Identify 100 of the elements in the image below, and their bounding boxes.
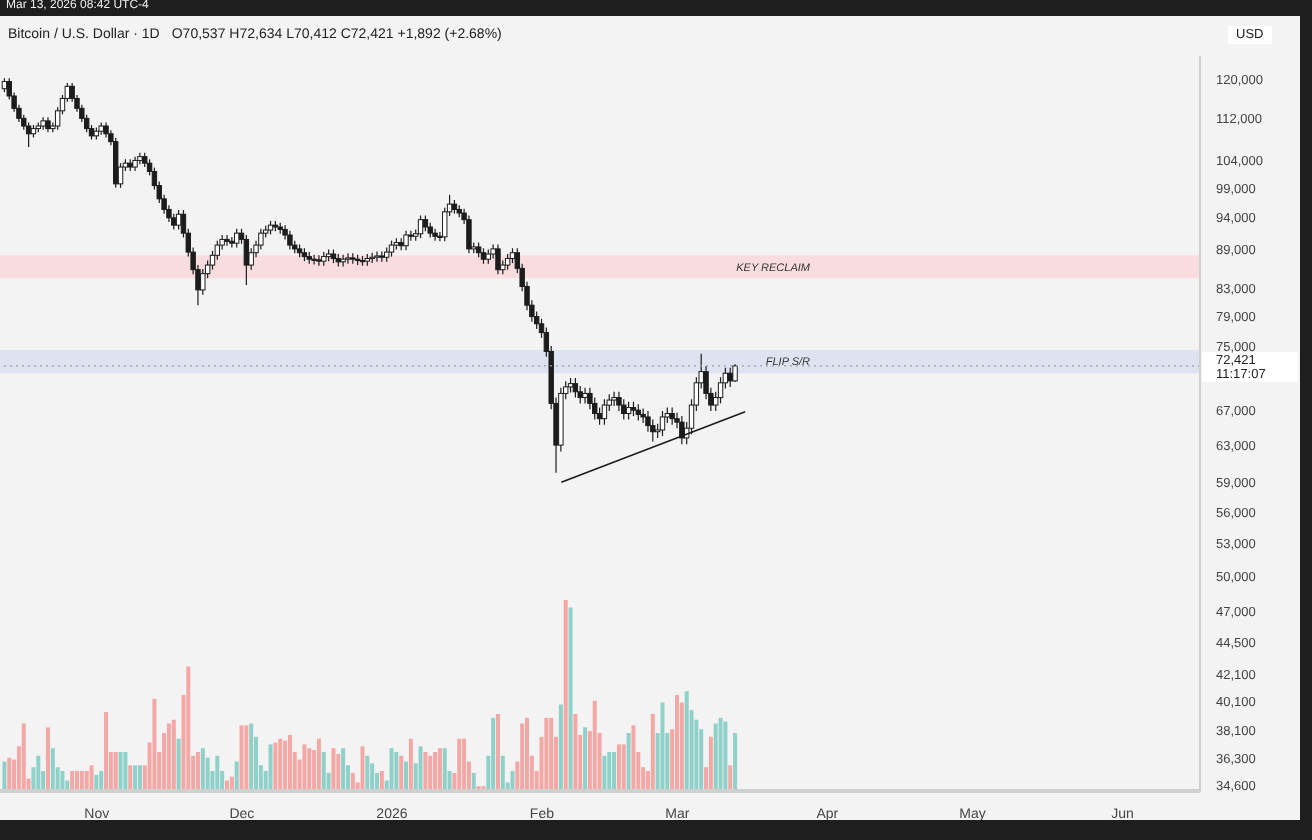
bar: [462, 738, 467, 790]
bar: [592, 700, 597, 790]
bar: [186, 666, 191, 790]
candlestick: [495, 243, 501, 275]
bar: [365, 755, 370, 790]
bar: [336, 753, 341, 790]
candlestick: [345, 252, 351, 265]
candlestick: [432, 228, 438, 242]
bar: [612, 752, 617, 790]
bar: [316, 738, 321, 790]
bar: [379, 771, 384, 790]
bar: [684, 691, 689, 790]
bar: [433, 752, 438, 790]
bar: [278, 738, 283, 790]
bar: [394, 752, 399, 790]
bar: [723, 721, 728, 790]
candlestick: [224, 234, 230, 247]
bar: [631, 725, 636, 790]
bar: [268, 744, 273, 790]
candlestick: [466, 214, 472, 254]
bar: [708, 736, 713, 790]
candlestick: [616, 391, 622, 412]
bar: [152, 698, 157, 790]
bar: [563, 600, 568, 790]
bar: [549, 717, 554, 790]
bar: [283, 740, 288, 790]
candlestick: [403, 230, 409, 251]
bar: [679, 702, 684, 790]
bar: [2, 761, 7, 790]
bar: [229, 776, 234, 790]
bar: [273, 742, 278, 790]
candlestick: [316, 254, 322, 267]
bar: [360, 746, 365, 790]
bar: [675, 695, 679, 790]
bar: [350, 772, 355, 790]
bar: [321, 752, 326, 790]
bar: [558, 704, 563, 790]
bar: [128, 765, 133, 790]
bar: [239, 725, 244, 790]
bar: [307, 748, 312, 790]
bar: [418, 746, 423, 790]
bar: [21, 723, 26, 790]
bar: [89, 765, 94, 790]
bar: [234, 761, 239, 790]
candlestick: [258, 228, 264, 251]
bar: [341, 748, 346, 790]
bar: [200, 748, 205, 790]
bar: [104, 712, 109, 790]
bar: [423, 752, 428, 790]
bar: [94, 774, 99, 790]
bar: [7, 757, 12, 790]
bar: [442, 748, 447, 790]
bar: [602, 755, 607, 790]
bar: [302, 744, 307, 790]
bar: [60, 771, 65, 790]
bar: [118, 752, 123, 790]
bar: [520, 723, 525, 790]
candlestick: [25, 121, 32, 148]
candlestick: [311, 254, 317, 266]
bar: [123, 752, 128, 790]
bar: [607, 752, 612, 790]
bar: [79, 771, 84, 790]
bar: [713, 723, 718, 790]
candlestick: [408, 230, 414, 242]
bar: [733, 733, 738, 790]
candlestick: [592, 396, 598, 421]
bar: [113, 752, 118, 790]
bar: [471, 772, 476, 790]
bar: [176, 738, 181, 790]
bar: [133, 765, 138, 790]
bar: [510, 771, 515, 790]
bar: [195, 752, 200, 790]
candlestick: [374, 250, 380, 263]
bar: [215, 755, 220, 790]
bar: [437, 748, 442, 790]
bar: [408, 738, 413, 790]
bar: [244, 725, 249, 790]
bar: [457, 738, 462, 790]
candlestick: [340, 254, 346, 267]
bar: [36, 755, 41, 790]
bar: [166, 723, 171, 790]
bar: [399, 755, 404, 790]
bar: [99, 771, 104, 790]
candlestick: [582, 387, 588, 404]
candlestick: [727, 367, 733, 388]
bar: [616, 744, 621, 790]
candlestick: [717, 376, 724, 404]
candlestick: [248, 247, 254, 271]
bar: [621, 744, 626, 790]
bar: [544, 717, 549, 790]
candlestick: [621, 398, 627, 421]
bar: [428, 755, 433, 790]
bar: [728, 765, 733, 790]
candlestick: [113, 137, 119, 189]
bar: [331, 748, 336, 790]
bar: [718, 717, 723, 790]
bar: [50, 748, 55, 790]
bar: [370, 763, 375, 790]
bar: [404, 761, 409, 790]
bar: [626, 733, 631, 790]
